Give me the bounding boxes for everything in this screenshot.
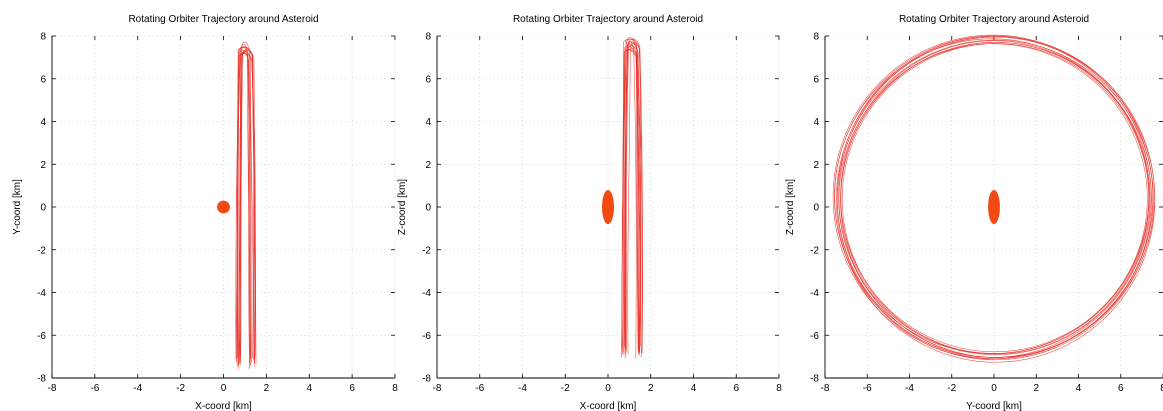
x-tick-label: -2 bbox=[176, 383, 185, 394]
trajectory-line bbox=[236, 50, 254, 359]
y-tick-label: -2 bbox=[422, 245, 431, 256]
x-tick-label: -2 bbox=[947, 383, 956, 394]
x-tick-label: -6 bbox=[90, 383, 99, 394]
x-tick-label: 8 bbox=[1160, 383, 1163, 394]
y-tick-label: -8 bbox=[37, 374, 46, 385]
chart-title: Rotating Orbiter Trajectory around Aster… bbox=[513, 14, 703, 25]
x-tick-label: -8 bbox=[821, 383, 830, 394]
x-tick-label: 2 bbox=[648, 383, 654, 394]
x-axis-label: X-coord [km] bbox=[580, 401, 637, 411]
y-tick-label: 8 bbox=[425, 32, 431, 43]
y-tick-label: 6 bbox=[425, 74, 431, 85]
y-tick-label: 4 bbox=[813, 117, 819, 128]
chart-panel-xy: Rotating Orbiter Trajectory around Aster… bbox=[12, 14, 398, 411]
y-tick-label: 2 bbox=[40, 160, 46, 171]
x-tick-label: 4 bbox=[691, 383, 697, 394]
y-tick-label: 4 bbox=[40, 117, 46, 128]
y-tick-label: 8 bbox=[40, 32, 46, 43]
chart-panel-xz: Rotating Orbiter Trajectory around Aster… bbox=[397, 14, 782, 411]
trajectory-line bbox=[235, 47, 256, 360]
trajectory-line bbox=[841, 43, 1150, 355]
x-tick-label: 0 bbox=[221, 383, 227, 394]
trajectory-line bbox=[622, 46, 639, 353]
trajectory-line bbox=[240, 50, 251, 366]
y-tick-label: 2 bbox=[813, 160, 819, 171]
y-tick-label: -4 bbox=[422, 288, 431, 299]
y-tick-label: 0 bbox=[40, 203, 46, 214]
x-tick-label: -8 bbox=[433, 383, 442, 394]
x-tick-label: -8 bbox=[48, 383, 57, 394]
asteroid-body bbox=[602, 189, 614, 225]
x-tick-label: 0 bbox=[605, 383, 611, 394]
y-axis-label: Z-coord [km] bbox=[397, 179, 408, 235]
y-tick-label: 0 bbox=[425, 203, 431, 214]
x-tick-label: 6 bbox=[1118, 383, 1124, 394]
x-tick-label: 0 bbox=[991, 383, 997, 394]
asteroid-body bbox=[217, 200, 230, 214]
x-tick-label: 6 bbox=[733, 383, 739, 394]
x-tick-label: 2 bbox=[1033, 383, 1039, 394]
x-tick-label: 8 bbox=[392, 383, 398, 394]
trajectory-line bbox=[836, 39, 1154, 361]
y-tick-label: -8 bbox=[422, 374, 431, 385]
y-tick-label: -2 bbox=[810, 245, 819, 256]
y-tick-label: -6 bbox=[37, 331, 46, 342]
y-tick-label: 2 bbox=[425, 160, 431, 171]
trajectory-line bbox=[840, 40, 1149, 353]
x-tick-label: 2 bbox=[264, 383, 270, 394]
x-tick-label: 6 bbox=[349, 383, 355, 394]
x-tick-label: -4 bbox=[905, 383, 914, 394]
x-tick-label: -6 bbox=[475, 383, 484, 394]
y-tick-label: -8 bbox=[810, 374, 819, 385]
y-tick-label: -4 bbox=[810, 288, 819, 299]
y-tick-label: -4 bbox=[37, 288, 46, 299]
x-tick-label: 8 bbox=[776, 383, 782, 394]
y-tick-label: 8 bbox=[813, 32, 819, 43]
chart-panel-yz: Rotating Orbiter Trajectory around Aster… bbox=[785, 14, 1163, 411]
x-axis-label: Y-coord [km] bbox=[966, 401, 1022, 411]
y-axis-label: Y-coord [km] bbox=[12, 179, 23, 235]
x-tick-label: -2 bbox=[561, 383, 570, 394]
chart-title: Rotating Orbiter Trajectory around Aster… bbox=[899, 14, 1089, 25]
x-tick-label: 4 bbox=[306, 383, 312, 394]
y-tick-label: 6 bbox=[813, 74, 819, 85]
trajectory-line bbox=[840, 41, 1151, 355]
y-tick-label: 4 bbox=[425, 117, 431, 128]
x-tick-label: 4 bbox=[1076, 383, 1082, 394]
x-tick-label: -4 bbox=[518, 383, 527, 394]
y-tick-label: -2 bbox=[37, 245, 46, 256]
trajectory-line bbox=[621, 44, 642, 347]
x-tick-label: -6 bbox=[863, 383, 872, 394]
x-axis-label: X-coord [km] bbox=[195, 401, 252, 411]
chart-title: Rotating Orbiter Trajectory around Aster… bbox=[128, 14, 318, 25]
y-tick-label: -6 bbox=[810, 331, 819, 342]
x-tick-label: -4 bbox=[133, 383, 142, 394]
trajectory-line bbox=[835, 36, 1156, 363]
y-tick-label: 6 bbox=[40, 74, 46, 85]
y-tick-label: 0 bbox=[813, 203, 819, 214]
trajectory-line bbox=[624, 48, 641, 356]
asteroid-body bbox=[988, 189, 1000, 225]
y-tick-label: -6 bbox=[422, 331, 431, 342]
trajectory-line bbox=[627, 42, 644, 354]
y-axis-label: Z-coord [km] bbox=[785, 179, 796, 235]
